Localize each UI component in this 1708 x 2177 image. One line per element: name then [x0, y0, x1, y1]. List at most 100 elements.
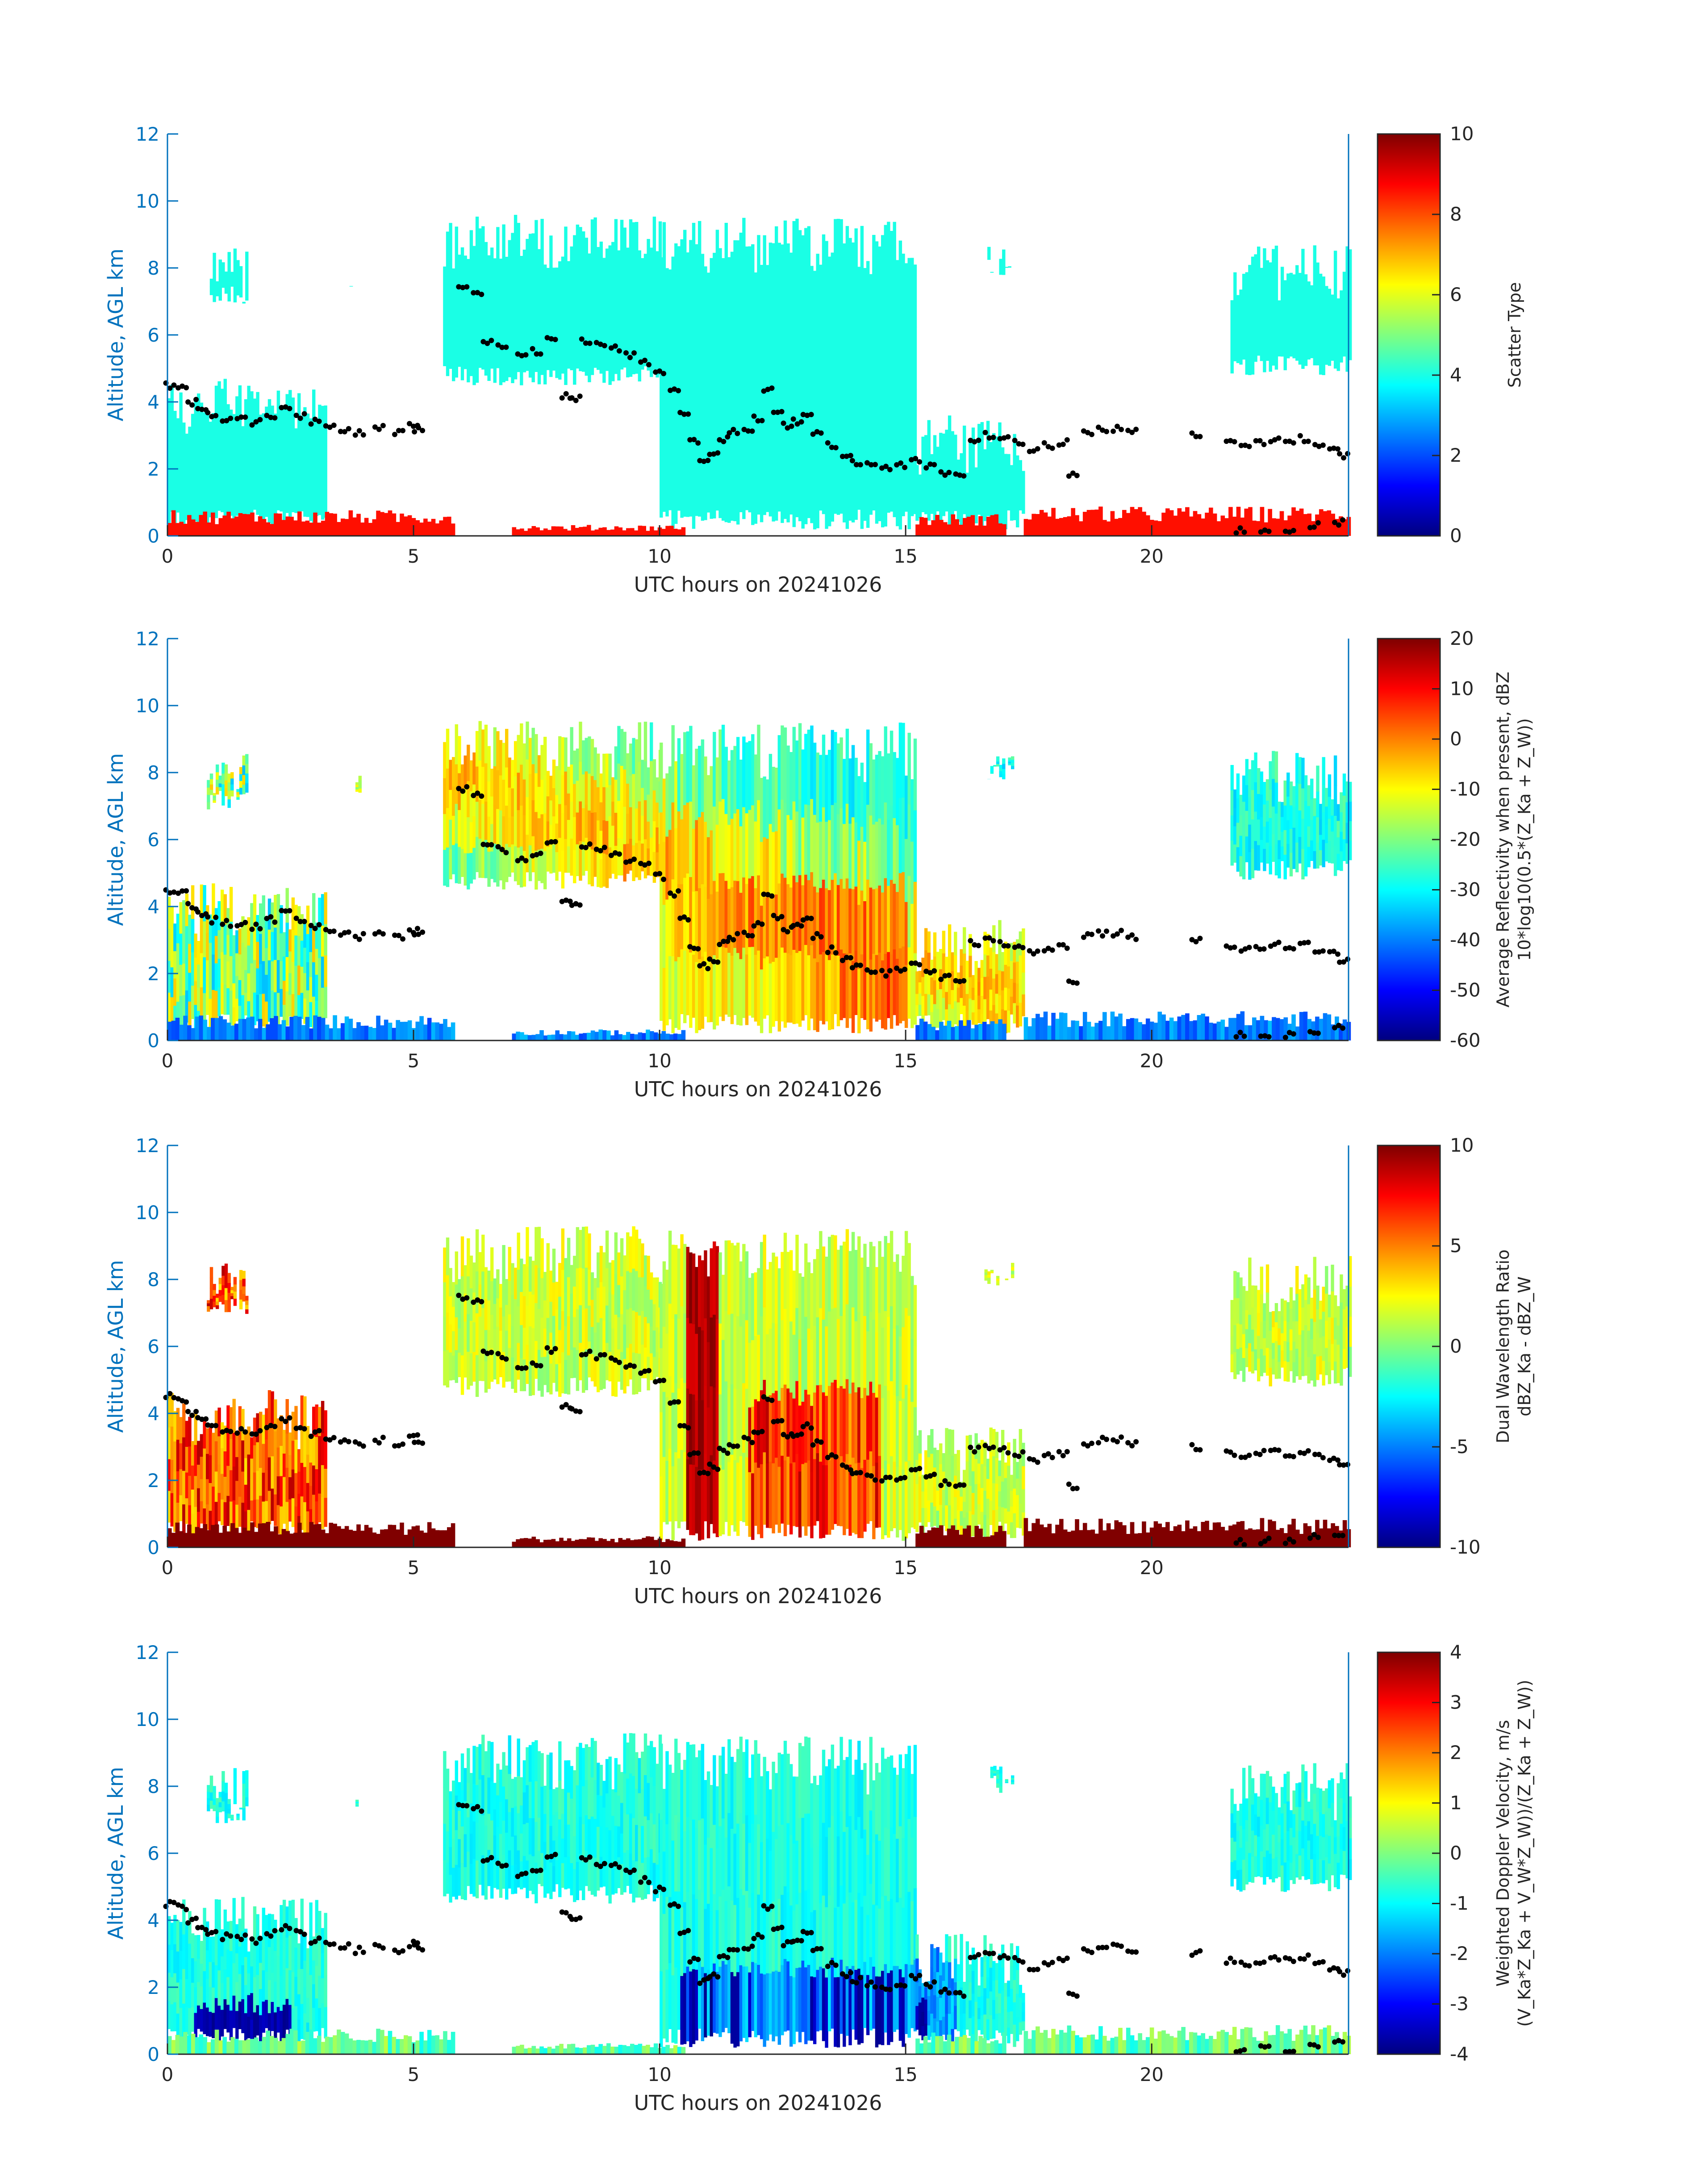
field-cell — [913, 1407, 917, 1468]
field-cell — [836, 1319, 840, 1388]
field-cell — [182, 900, 186, 932]
field-cell — [860, 377, 864, 453]
field-cell — [499, 845, 503, 881]
field-cell — [230, 1293, 234, 1296]
field-cell — [860, 1397, 864, 1468]
field-cell — [656, 827, 659, 852]
field-cell — [455, 843, 458, 883]
field-cell — [801, 455, 805, 529]
field-cell — [247, 1426, 251, 1455]
field-cell — [1286, 1361, 1290, 1382]
field-cell — [1289, 781, 1293, 806]
field-cell — [889, 1306, 894, 1381]
field-cell — [446, 1274, 450, 1313]
marker-point — [1297, 940, 1303, 946]
field-cell — [990, 771, 994, 774]
marker-point — [205, 914, 211, 920]
field-cell — [801, 235, 805, 309]
marker-point — [727, 430, 732, 436]
field-cell — [1340, 1302, 1343, 1330]
marker-point — [849, 965, 855, 971]
marker-point — [695, 440, 701, 446]
field-cell — [810, 945, 814, 1019]
field-cell — [1328, 288, 1332, 309]
field-cell — [1239, 794, 1243, 816]
marker-point — [293, 915, 299, 921]
marker-point — [727, 935, 732, 940]
field-cell — [1013, 942, 1016, 963]
colorbar-tick-label: 10 — [1450, 678, 1474, 700]
marker-point — [731, 937, 736, 943]
field-cell — [614, 1273, 618, 1315]
field-cell — [641, 760, 644, 788]
field-cell — [520, 723, 523, 765]
field-cell — [896, 1325, 899, 1396]
field-cell — [232, 959, 236, 984]
field-cell — [460, 1236, 464, 1276]
surface-cell — [175, 1522, 180, 1547]
field-cell — [1236, 822, 1240, 848]
field-cell — [206, 1504, 209, 1530]
field-cell — [718, 1323, 722, 1395]
field-cell — [256, 1413, 259, 1442]
field-cell — [963, 469, 966, 493]
field-cell — [1292, 827, 1296, 848]
marker-point — [180, 383, 185, 389]
marker-point — [668, 388, 673, 393]
field-cell — [736, 1316, 740, 1390]
field-cell — [179, 489, 183, 522]
field-cell — [1325, 824, 1328, 844]
field-cell — [686, 944, 689, 1015]
field-cell — [683, 1452, 687, 1522]
field-cell — [996, 761, 1000, 764]
field-cell — [285, 1501, 289, 1536]
marker-point — [1115, 423, 1120, 429]
surface-cell — [317, 1016, 322, 1040]
field-cell — [965, 1512, 969, 1538]
marker-point — [745, 933, 751, 939]
field-cell — [816, 752, 819, 823]
field-cell — [828, 750, 831, 820]
field-cell — [608, 315, 612, 350]
field-cell — [449, 1352, 452, 1381]
field-cell — [1331, 799, 1334, 816]
field-cell — [597, 1357, 600, 1392]
field-cell — [668, 1303, 672, 1376]
field-cell — [446, 267, 450, 304]
marker-point — [751, 923, 757, 929]
field-cell — [558, 803, 562, 838]
field-cell — [229, 436, 233, 463]
field-cell — [1272, 834, 1275, 862]
marker-point — [844, 955, 849, 960]
field-cell — [1272, 307, 1275, 337]
field-cell — [590, 739, 594, 776]
x-axis-label: UTC hours on 20241026 — [634, 1077, 882, 1101]
field-cell — [1269, 317, 1272, 345]
field-cell — [1307, 806, 1311, 827]
field-cell — [748, 878, 752, 947]
surface-cell — [1275, 518, 1280, 536]
field-cell — [558, 291, 562, 321]
field-cell — [971, 975, 975, 988]
field-cell — [662, 967, 666, 1031]
field-cell — [230, 772, 234, 779]
field-cell — [1245, 1348, 1249, 1367]
field-cell — [881, 756, 885, 825]
field-cell — [214, 485, 218, 518]
field-cell — [1263, 1337, 1266, 1356]
field-cell — [446, 1350, 450, 1387]
field-cell — [692, 1324, 696, 1395]
field-cell — [635, 1270, 639, 1312]
field-cell — [244, 1511, 248, 1538]
surface-cell — [333, 1524, 337, 1547]
field-cell — [540, 779, 544, 815]
field-cell — [464, 1349, 467, 1378]
marker-point — [327, 424, 333, 430]
field-cell — [194, 1413, 197, 1445]
field-cell — [1007, 988, 1011, 1011]
field-cell — [977, 1443, 981, 1464]
field-cell — [887, 1390, 890, 1464]
field-cell — [777, 242, 781, 310]
field-cell — [297, 425, 301, 458]
